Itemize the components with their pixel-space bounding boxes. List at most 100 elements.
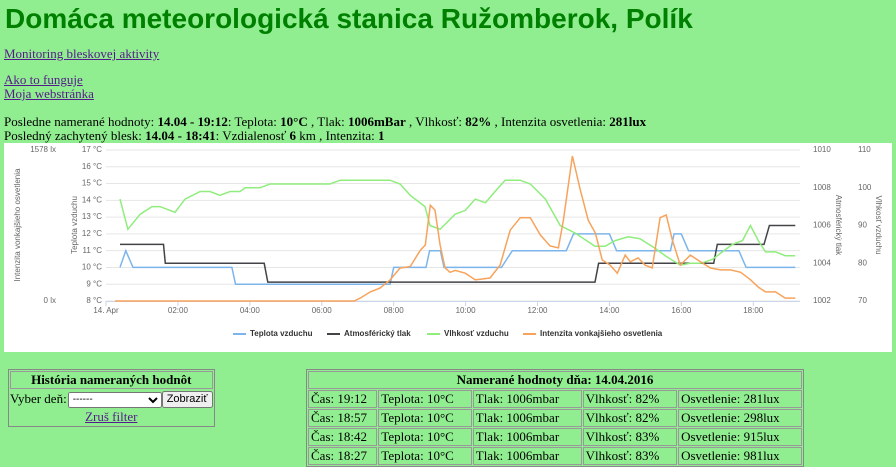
label: Intenzita osvetlenia: <box>501 114 607 129</box>
y4-tick-label: 0 lx <box>44 296 56 305</box>
axis-title: Atmosférický tlak <box>834 195 843 256</box>
table-cell: Čas: 19:12 <box>308 390 378 408</box>
value: 6 <box>289 128 297 143</box>
value: 1006mBar <box>347 114 406 129</box>
x-tick-label: 06:00 <box>312 306 333 315</box>
y3-tick-label: 100 <box>858 183 872 192</box>
label: Vlhkosť: <box>415 114 462 129</box>
table-cell: Osvetlenie: 981lux <box>678 447 802 465</box>
time: 14.04 - 18:41 <box>145 128 216 143</box>
table-cell: Vlhkosť: 82% <box>582 409 678 427</box>
table-row: Čas: 18:42 Teplota: 10°C Tlak: 1006mbar Vlh… <box>308 428 802 446</box>
y2-tick-label: 1004 <box>813 258 831 267</box>
y-tick-label: 14 °C <box>82 195 102 204</box>
y2-tick-label: 1008 <box>813 183 831 192</box>
label: Vzdialenosť <box>222 128 287 143</box>
table-cell: Čas: 18:57 <box>308 409 378 427</box>
y4-tick-label: 1578 lx <box>30 145 56 154</box>
series-line <box>120 224 796 283</box>
page-title: Domáca meteorologická stanica Ružomberok… <box>5 3 693 34</box>
table-cell: Čas: 18:42 <box>308 428 378 446</box>
x-tick-label: 14. Apr <box>93 306 119 315</box>
y-tick-label: 17 °C <box>82 145 102 154</box>
last-lightning: Posledný zachytený blesk: 14.04 - 18:41:… <box>4 128 385 143</box>
page: Domáca meteorologická stanica Ružomberok… <box>4 3 892 467</box>
y2-tick-label: 1006 <box>813 221 831 230</box>
link[interactable]: Moja webstránka <box>4 86 94 101</box>
y3-tick-label: 80 <box>858 258 867 267</box>
legend-label: Teplota vzduchu <box>250 329 313 338</box>
table-cell: Vlhkosť: 83% <box>582 428 678 446</box>
y-tick-label: 15 °C <box>82 179 102 188</box>
time: 14.04 - 19:12 <box>157 114 228 129</box>
day-select[interactable]: ------ <box>67 391 162 408</box>
table-cell: Tlak: 1006mbar <box>472 447 582 465</box>
y3-tick-label: 110 <box>858 145 871 154</box>
y-tick-label: 10 °C <box>82 263 102 272</box>
table-row: Čas: 19:12 Teplota: 10°C Tlak: 1006mbar Vlh… <box>308 390 802 408</box>
reset-link[interactable]: Zruš filter <box>85 408 138 424</box>
value: 82% <box>465 114 492 129</box>
values-table: Namerané hodnoty dňa: 14.04.2016 Čas: 19… <box>306 369 804 467</box>
value: 10°C <box>280 114 308 129</box>
table-cell: Tlak: 1006mbar <box>472 390 582 408</box>
x-tick-label: 14:00 <box>599 306 620 315</box>
y-tick-label: 12 °C <box>82 229 102 238</box>
label: Posledne namerané hodnoty: <box>4 114 155 129</box>
x-tick-label: 04:00 <box>240 306 261 315</box>
y-tick-label: 8 °C <box>86 296 102 305</box>
legend-label: Atmosférický tlak <box>344 329 411 338</box>
y3-tick-label: 90 <box>858 221 867 230</box>
x-tick-label: 12:00 <box>527 306 548 315</box>
y-tick-label: 13 °C <box>82 212 102 221</box>
table-cell: Teplota: 10°C <box>378 409 472 427</box>
label: Intenzita: <box>325 128 375 143</box>
latest-values: Posledne namerané hodnoty: 14.04 - 19:12… <box>4 114 647 129</box>
x-tick-label: 16:00 <box>671 306 692 315</box>
value: 1 <box>378 128 385 143</box>
legend-label: Vlhkosť vzduchu <box>444 329 509 338</box>
link[interactable]: Monitoring bleskovej aktivity <box>4 46 160 61</box>
unit: km <box>299 128 316 143</box>
label: Vyber deň: <box>10 390 67 406</box>
table-cell: Čas: 18:27 <box>308 447 378 465</box>
show-button[interactable]: Zobraziť <box>161 390 213 408</box>
link[interactable]: Ako to funguje <box>4 72 83 87</box>
table-cell: Tlak: 1006mbar <box>472 428 582 446</box>
table-cell: Osvetlenie: 298lux <box>678 409 802 427</box>
x-tick-label: 18:00 <box>743 306 764 315</box>
x-tick-label: 08:00 <box>384 306 405 315</box>
axis-title: Vlhkosť vzduchu <box>874 195 883 254</box>
table-row: Čas: 18:57 Teplota: 10°C Tlak: 1006mbar Vlh… <box>308 409 802 427</box>
table-cell: Vlhkosť: 82% <box>582 390 678 408</box>
label: Posledný zachytený blesk: <box>4 128 142 143</box>
series-line <box>119 233 796 285</box>
series-line <box>115 155 796 302</box>
axis-title: Teplota vzduchu <box>70 196 79 254</box>
x-tick-label: 10:00 <box>456 306 477 315</box>
table-title: Namerané hodnoty dňa: 14.04.2016 <box>308 371 802 389</box>
history-form: História nameraných hodnôt Vyber deň: ---… <box>8 369 215 427</box>
table-cell: Osvetlenie: 915lux <box>678 428 802 446</box>
y2-tick-label: 1002 <box>813 296 831 305</box>
table-cell: Teplota: 10°C <box>378 447 472 465</box>
table-cell: Teplota: 10°C <box>378 390 472 408</box>
table-cell: Teplota: 10°C <box>378 428 472 446</box>
series-line <box>119 179 796 266</box>
label: Tlak: <box>317 114 345 129</box>
label: Teplota: <box>234 114 277 129</box>
axis-title: Intenzita vonkajšieho osvetlenia <box>13 168 22 282</box>
y-tick-label: 11 °C <box>82 246 102 255</box>
y2-tick-label: 1010 <box>813 145 831 154</box>
form-title: História nameraných hodnôt <box>10 371 213 389</box>
legend-label: Intenzita vonkajšieho osvetlenia <box>540 329 663 338</box>
y-tick-label: 9 °C <box>86 279 102 288</box>
table-cell: Osvetlenie: 281lux <box>678 390 802 408</box>
x-tick-label: 02:00 <box>168 306 189 315</box>
y3-tick-label: 70 <box>858 296 867 305</box>
y-tick-label: 16 °C <box>82 162 102 171</box>
table-cell: Tlak: 1006mbar <box>472 409 582 427</box>
chart: 8 °C 9 °C 10 °C 11 °C 12 °C 13 °C 14 °C 15 °C 16… <box>4 143 892 352</box>
value: 281lux <box>609 114 647 129</box>
table-row: Čas: 18:27 Teplota: 10°C Tlak: 1006mbar Vlh… <box>308 447 802 465</box>
